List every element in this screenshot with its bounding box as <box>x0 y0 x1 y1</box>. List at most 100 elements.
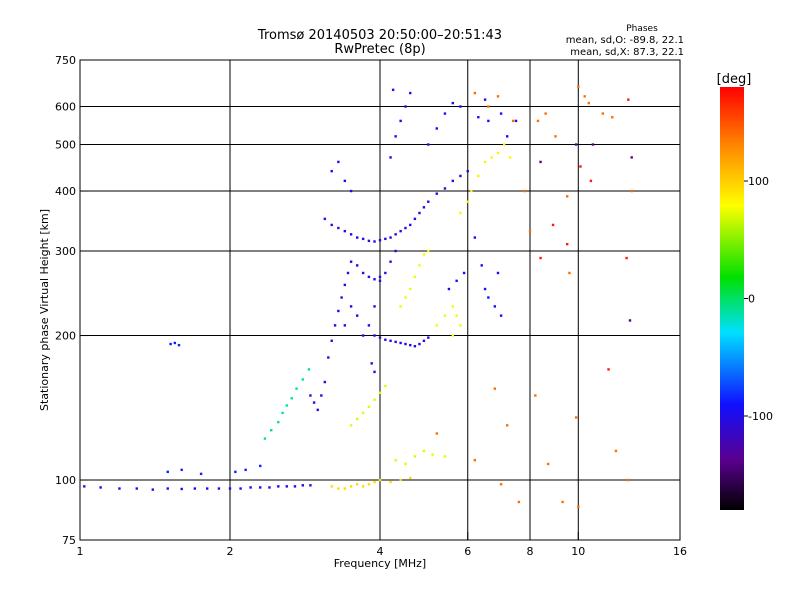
x-tick-label: 10 <box>571 545 585 558</box>
data-point <box>473 91 477 95</box>
y-tick-label: 500 <box>55 139 76 152</box>
data-point <box>451 334 455 337</box>
data-point <box>228 487 232 490</box>
data-point <box>427 200 430 203</box>
data-point <box>330 169 333 173</box>
data-point <box>483 160 487 164</box>
data-point <box>483 287 487 291</box>
data-point <box>418 342 421 346</box>
data-point <box>499 314 503 317</box>
data-point <box>373 278 376 281</box>
colorbar: [deg] 100 0 -100 <box>717 72 773 510</box>
data-point <box>349 233 353 236</box>
data-point <box>568 271 571 275</box>
data-point <box>239 487 242 490</box>
data-point <box>367 483 371 486</box>
data-point <box>389 480 392 484</box>
data-point <box>399 119 402 123</box>
data-point <box>193 487 197 490</box>
data-point <box>528 229 532 233</box>
data-point <box>589 179 593 183</box>
data-point <box>561 500 564 504</box>
data-point <box>293 485 297 488</box>
data-point <box>373 240 376 243</box>
data-point <box>384 338 387 341</box>
data-point <box>409 223 412 227</box>
colorbar-tick-label: -100 <box>748 410 773 423</box>
y-tick-label: 300 <box>55 245 76 258</box>
data-point <box>459 105 462 108</box>
data-point <box>270 429 273 432</box>
colorbar-ramp <box>720 87 744 510</box>
y-axis-label: Stationary phase Virtual Height [km] <box>38 209 51 411</box>
data-point <box>539 160 542 164</box>
data-point <box>473 458 477 462</box>
data-point <box>337 160 340 164</box>
data-point <box>312 401 316 404</box>
data-point <box>574 416 578 419</box>
data-point <box>404 105 407 108</box>
data-points <box>83 85 633 508</box>
data-point <box>373 305 376 308</box>
data-point <box>404 296 407 299</box>
data-point <box>277 420 280 424</box>
data-point <box>99 486 102 489</box>
data-point <box>399 229 402 233</box>
data-point <box>499 112 503 115</box>
data-point <box>389 260 392 263</box>
data-point <box>422 206 426 209</box>
data-point <box>579 165 582 168</box>
data-point <box>455 279 458 283</box>
data-point <box>373 480 376 484</box>
data-point <box>384 237 387 241</box>
data-point <box>367 324 371 327</box>
colorbar-tick-label: 100 <box>748 175 769 188</box>
data-point <box>422 339 426 343</box>
data-point <box>422 449 426 453</box>
data-point <box>627 98 630 101</box>
data-point <box>418 211 421 215</box>
data-point <box>378 336 382 339</box>
data-point <box>355 417 359 421</box>
data-point <box>422 253 426 256</box>
data-point <box>217 487 221 490</box>
data-point <box>337 309 340 313</box>
data-point <box>591 143 595 146</box>
data-point <box>493 305 497 308</box>
data-point <box>367 275 371 279</box>
data-point <box>370 362 373 365</box>
data-point <box>431 453 434 456</box>
y-tick-label: 200 <box>55 330 76 343</box>
data-point <box>546 462 550 466</box>
data-point <box>574 143 578 146</box>
data-point <box>427 143 430 146</box>
data-point <box>451 305 455 308</box>
x-tick-label: 2 <box>227 545 234 558</box>
data-point <box>180 468 183 472</box>
data-point <box>378 478 382 482</box>
data-point <box>551 223 555 227</box>
data-point <box>394 340 397 344</box>
data-point <box>477 174 480 178</box>
data-point <box>135 487 138 490</box>
data-point <box>601 112 605 115</box>
data-point <box>349 189 353 193</box>
data-point <box>466 200 469 203</box>
x-axis-ticks: 1 2 4 6 8 10 16 <box>77 532 687 558</box>
data-point <box>346 271 350 275</box>
data-point <box>451 101 455 105</box>
data-point <box>399 305 402 308</box>
data-point <box>443 187 447 190</box>
data-point <box>477 116 480 119</box>
data-point <box>577 505 580 508</box>
data-point <box>628 319 632 322</box>
chart-title: Tromsø 20140503 20:50:00–20:51:43 <box>257 28 502 43</box>
data-point <box>166 487 169 490</box>
data-point <box>361 237 365 241</box>
stats-header: Phases <box>626 24 658 34</box>
data-point <box>480 264 483 267</box>
colorbar-tick-label: 0 <box>748 293 755 306</box>
data-point <box>343 179 347 183</box>
data-point <box>493 387 497 390</box>
data-point <box>409 91 412 95</box>
